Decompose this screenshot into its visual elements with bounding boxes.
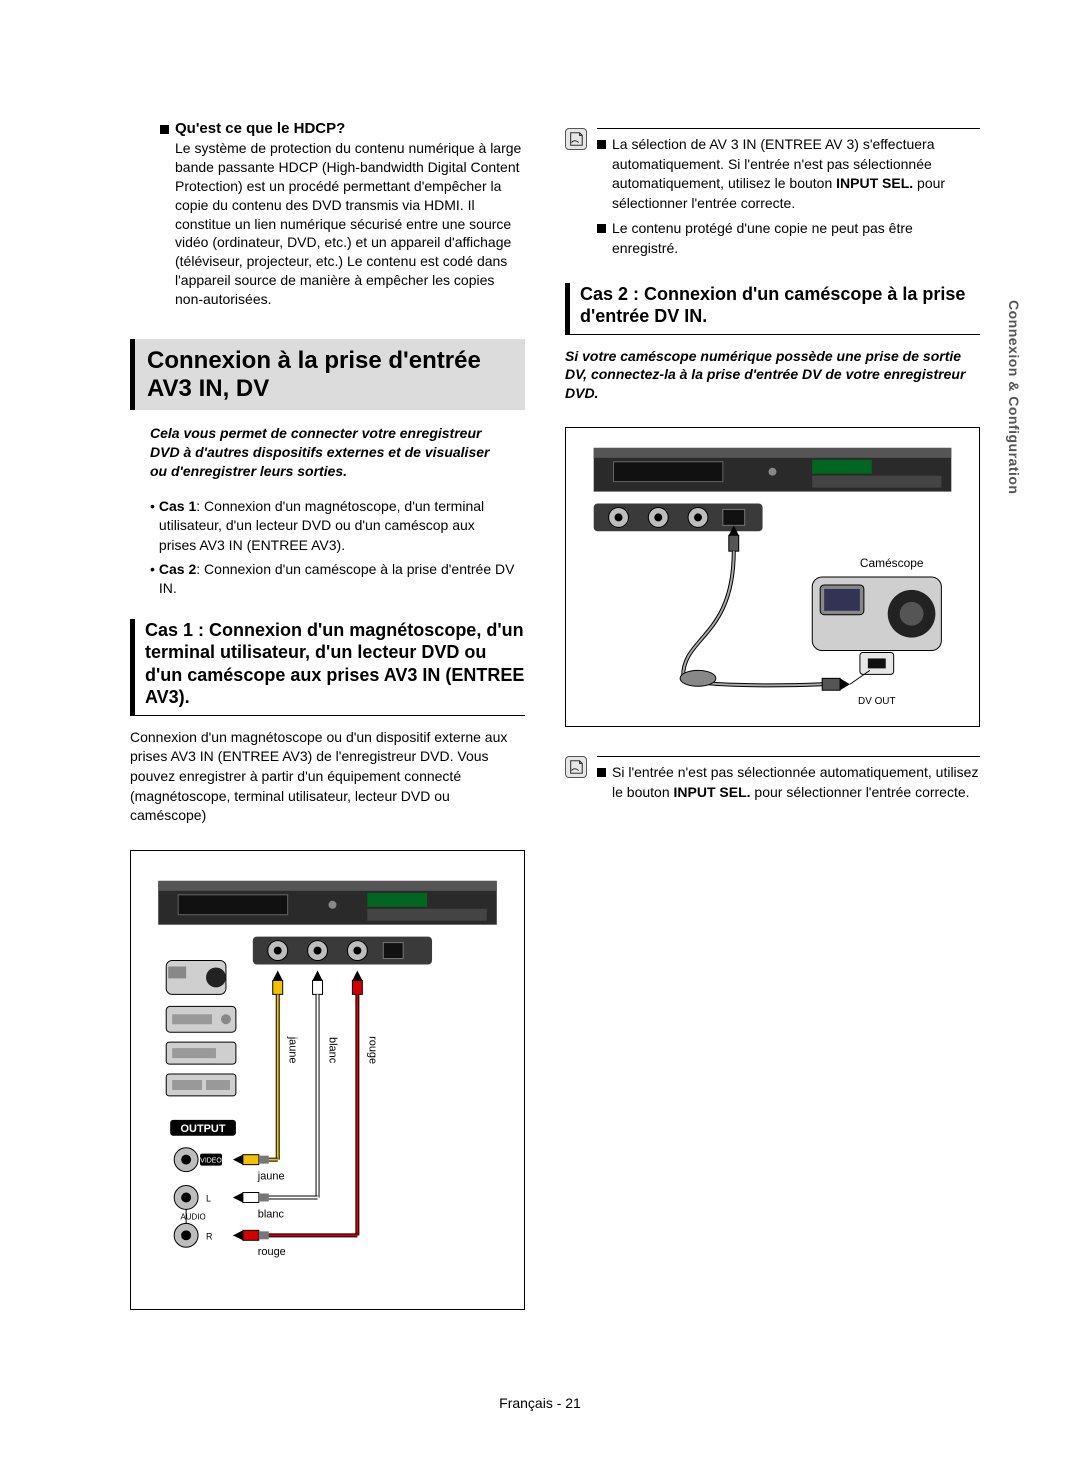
bullet-dot: •: [150, 497, 155, 556]
dvin-jack: [723, 510, 745, 526]
case2-label: Cas 2: [159, 561, 196, 577]
rca-audio-l-jack: L: [308, 940, 328, 974]
dvd-player-icon: [166, 1042, 236, 1064]
audio-label: AUDIO: [667, 534, 690, 541]
dvin-jack: DV IN: [383, 942, 403, 974]
note-top-2: Le contenu protégé d'une copie ne peut p…: [612, 219, 980, 258]
side-chapter-label: Connexion & Configuration: [1006, 300, 1022, 494]
page-footer: Français - 21: [0, 1395, 1080, 1411]
svg-text:jaune: jaune: [257, 1170, 285, 1182]
hdcp-title: Qu'est ce que le HDCP?: [175, 120, 345, 137]
camescope-label: Caméscope: [860, 556, 924, 570]
rca-audio-r-jack: R: [688, 508, 708, 542]
output-audio-label: AUDIO: [180, 1212, 205, 1221]
svg-text:rouge: rouge: [366, 1036, 378, 1064]
svg-text:DV IN: DV IN: [384, 967, 403, 974]
svg-text:VIDEO: VIDEO: [608, 534, 630, 541]
note-top-1: La sélection de AV 3 IN (ENTREE AV 3) s'…: [612, 135, 980, 213]
svg-text:R: R: [206, 1231, 213, 1241]
square-bullet-icon: [160, 125, 169, 134]
settop-box-icon: [166, 1006, 236, 1032]
hdcp-body: Le système de protection du contenu numé…: [175, 139, 525, 309]
camcorder-device: [812, 577, 941, 684]
rca-audio-r-jack: R: [347, 940, 367, 974]
output-audio-r-row: R rouge: [174, 1223, 357, 1258]
diagram-av3: VIDEO L R AUDIO DV IN: [130, 850, 525, 1310]
audio-label: AUDIO: [326, 967, 349, 974]
case1-label: Cas 1: [159, 498, 196, 514]
output-video-row: VIDEO jaune: [174, 1148, 284, 1183]
note-icon: [565, 128, 587, 150]
cable-red: rouge: [352, 970, 378, 1235]
case1-body: Connexion d'un magnétoscope ou d'un disp…: [130, 728, 525, 826]
case-summary-list: • Cas 1: Connexion d'un magnétoscope, d'…: [150, 497, 515, 599]
svg-text:R: R: [695, 534, 700, 541]
svg-text:VIDEO: VIDEO: [200, 1157, 222, 1164]
diagram-dvin: VIDEO L R AUDIO: [565, 427, 980, 727]
section-intro: Cela vous permet de connecter votre enre…: [150, 424, 505, 481]
case1-heading: Cas 1 : Connexion d'un magnétoscope, d'u…: [130, 619, 525, 716]
output-label: OUTPUT: [181, 1123, 226, 1135]
camcorder-icon: [166, 960, 226, 994]
section-title: Connexion à la prise d'entrée AV3 IN, DV: [130, 339, 525, 410]
note-icon: [565, 756, 587, 778]
square-bullet-icon: [597, 768, 606, 777]
square-bullet-icon: [597, 224, 606, 233]
note-list-top: La sélection de AV 3 IN (ENTREE AV 3) s'…: [597, 128, 980, 265]
case2-heading: Cas 2 : Connexion d'un caméscope à la pr…: [565, 283, 980, 335]
note-list-bottom: Si l'entrée n'est pas sélectionnée autom…: [597, 756, 980, 808]
dvout-label: DV OUT: [858, 696, 895, 707]
hdcp-block: Qu'est ce que le HDCP? Le système de pro…: [160, 120, 525, 309]
vcr-icon: [166, 1074, 236, 1096]
case2-intro: Si votre caméscope numérique possède une…: [565, 347, 980, 404]
svg-text:L: L: [656, 534, 660, 541]
svg-text:L: L: [206, 1193, 211, 1203]
svg-text:rouge: rouge: [258, 1246, 286, 1258]
note-bottom-1: Si l'entrée n'est pas sélectionnée autom…: [612, 763, 980, 802]
svg-text:jaune: jaune: [287, 1036, 299, 1064]
bullet-dot: •: [150, 560, 155, 599]
case2-summary: : Connexion d'un caméscope à la prise d'…: [159, 561, 515, 597]
cable-white: blanc: [313, 970, 339, 1197]
square-bullet-icon: [597, 140, 606, 149]
svg-text:blanc: blanc: [258, 1208, 285, 1220]
case1-summary: : Connexion d'un magnétoscope, d'un term…: [159, 498, 484, 553]
cable-yellow: jaune: [273, 970, 299, 1159]
svg-text:blanc: blanc: [326, 1037, 338, 1064]
rca-audio-l-jack: L: [648, 508, 668, 542]
